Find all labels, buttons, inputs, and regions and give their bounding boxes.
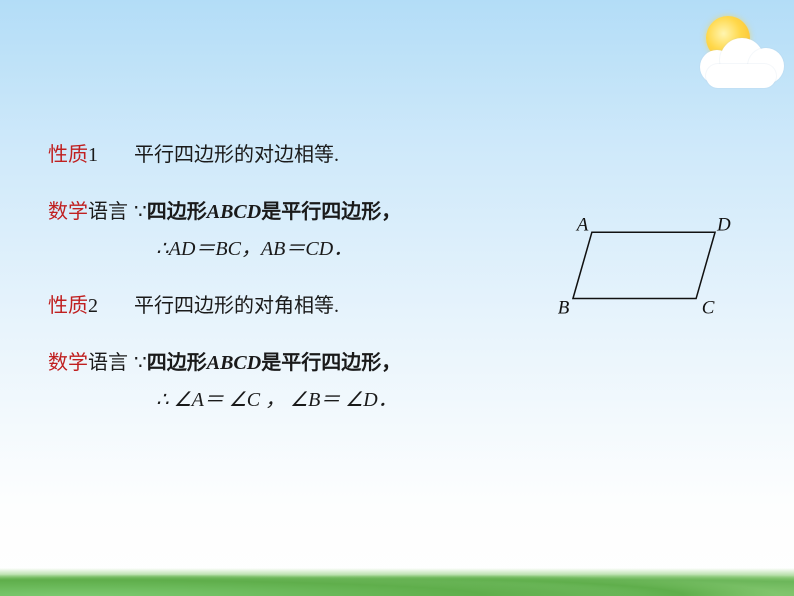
label-rest: 语言 <box>88 201 128 223</box>
label-red: 数学 <box>48 352 88 374</box>
label-red: 性质 <box>48 295 88 317</box>
property-1-label: 性质1 <box>48 140 134 171</box>
math-language-1-label: 数学语言 <box>48 197 134 228</box>
ml1-bold2: 是平行四边形， <box>261 201 401 223</box>
math-language-2-body: ∵四边形ABCD是平行四边形， ∴ ∠A＝ ∠C ， ∠B＝ ∠D． <box>134 348 401 416</box>
diagram-svg: A D B C <box>554 212 734 332</box>
ml1-bold1: 四边形 <box>147 201 207 223</box>
label-red: 数学 <box>48 201 88 223</box>
cloud-decoration <box>694 32 794 82</box>
grass-decoration <box>0 568 794 596</box>
vertex-label-c: C <box>702 298 715 319</box>
ml2-bold2: 是平行四边形， <box>261 352 401 374</box>
math-language-2-row: 数学语言 ∵四边形ABCD是平行四边形， ∴ ∠A＝ ∠C ， ∠B＝ ∠D． <box>48 348 754 416</box>
parallelogram-diagram: A D B C <box>554 212 734 332</box>
property-1-text: 平行四边形的对边相等. <box>134 140 339 171</box>
math-language-1-body: ∵四边形ABCD是平行四边形， ∴AD＝BC，AB＝CD． <box>134 197 401 265</box>
math-language-2-label: 数学语言 <box>48 348 134 379</box>
ml2-ital: ABCD <box>207 352 261 374</box>
since-symbol: ∵ <box>134 201 147 223</box>
cloud-part <box>706 64 776 88</box>
label-red: 性质 <box>48 144 88 166</box>
ml2-line2: ∴ ∠A＝ ∠C ， ∠B＝ ∠D． <box>134 385 401 416</box>
vertex-label-b: B <box>558 298 570 319</box>
property-1-row: 性质1 平行四边形的对边相等. <box>48 140 754 171</box>
parallelogram-shape <box>573 232 715 298</box>
since-symbol: ∵ <box>134 352 147 374</box>
ml1-line1: ∵四边形ABCD是平行四边形， <box>134 197 401 228</box>
ml2-bold1: 四边形 <box>147 352 207 374</box>
ml1-ital: ABCD <box>207 201 261 223</box>
ml1-line2: ∴AD＝BC，AB＝CD． <box>134 234 401 265</box>
label-rest: 1 <box>88 144 98 166</box>
vertex-label-d: D <box>716 214 731 235</box>
vertex-label-a: A <box>575 214 589 235</box>
property-2-text: 平行四边形的对角相等. <box>134 291 339 322</box>
property-2-label: 性质2 <box>48 291 134 322</box>
label-rest: 语言 <box>88 352 128 374</box>
label-rest: 2 <box>88 295 98 317</box>
ml2-line1: ∵四边形ABCD是平行四边形， <box>134 348 401 379</box>
